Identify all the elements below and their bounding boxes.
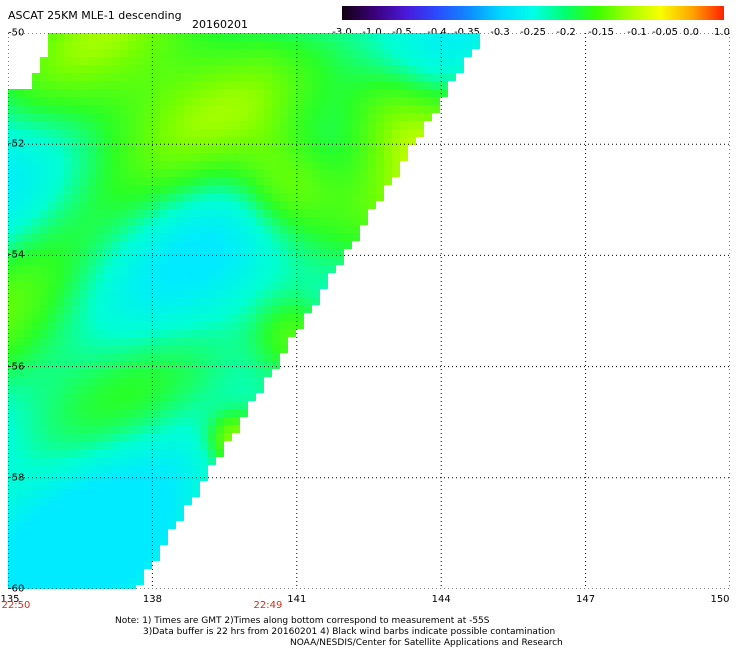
- grid-lines: [8, 33, 730, 589]
- lon-label: 147: [576, 594, 596, 605]
- lon-label: 144: [431, 594, 451, 605]
- scale-label: 0.0: [683, 27, 699, 38]
- lon-label: 141: [287, 594, 307, 605]
- lat-label: -60: [8, 583, 25, 595]
- scale-label: -3.0: [332, 27, 352, 38]
- scale-label: -0.35: [454, 27, 480, 38]
- lat-label: -50: [8, 27, 25, 39]
- lon-label: 138: [142, 594, 162, 605]
- scale-label: -0.2: [556, 27, 576, 38]
- map-title: ASCAT 25KM MLE-1 descending: [8, 9, 182, 22]
- lat-label: -54: [8, 249, 25, 261]
- scale-label: 1.0: [714, 27, 730, 38]
- lat-label: -58: [8, 472, 25, 484]
- data-swath: [8, 33, 480, 589]
- footnote-line-1: Note: 1) Times are GMT 2)Times along bot…: [115, 616, 490, 626]
- lat-label: -56: [8, 361, 25, 373]
- map-plot-area: [8, 33, 730, 589]
- footnote-line-2: 3)Data buffer is 22 hrs from 20160201 4)…: [143, 627, 556, 637]
- date-label: 20160201: [192, 18, 248, 31]
- time-label: 22:49: [253, 600, 283, 611]
- scatterometer-map: [8, 33, 730, 589]
- lat-label: -52: [8, 138, 25, 150]
- color-scale-gradient: [342, 6, 724, 20]
- scale-label: -0.5: [392, 27, 412, 38]
- time-label: 22:50: [1, 600, 31, 611]
- lon-label: 135: [0, 594, 20, 605]
- footnotes: Note: 1) Times are GMT 2)Times along bot…: [115, 616, 563, 649]
- color-scale-bar: [342, 5, 724, 20]
- lon-label: 150: [710, 594, 730, 605]
- footnote-line-3: NOAA/NESDIS/Center for Satellite Applica…: [290, 638, 563, 648]
